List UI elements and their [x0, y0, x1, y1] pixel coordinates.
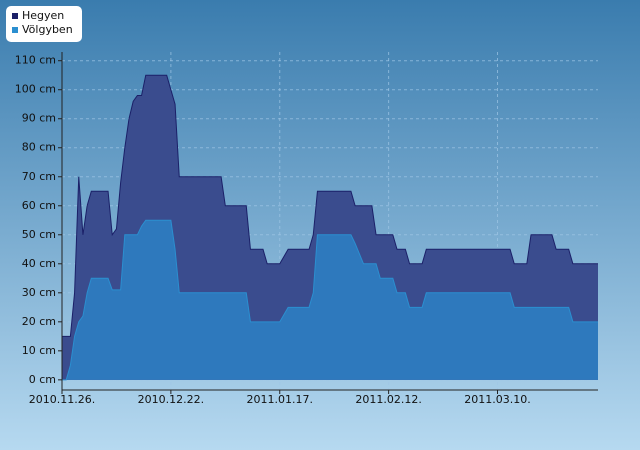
x-tick-label: 2011.02.12. — [355, 393, 421, 406]
legend-label: Hegyen — [22, 9, 64, 22]
y-tick-label: 10 cm — [22, 344, 56, 357]
y-tick-label: 0 cm — [29, 373, 56, 386]
x-tick-label: 2010.12.22. — [138, 393, 204, 406]
x-tick-label: 2011.01.17. — [247, 393, 313, 406]
area-outline — [62, 219, 598, 381]
y-tick-label: 110 cm — [15, 54, 56, 67]
y-tick-label: 50 cm — [22, 228, 56, 241]
x-tick-label: 2011.03.10. — [464, 393, 530, 406]
area-outline — [62, 74, 598, 337]
legend-marker — [12, 27, 18, 33]
y-tick-label: 100 cm — [15, 83, 56, 96]
x-tick-label: 2010.11.26. — [29, 393, 95, 406]
y-tick-label: 40 cm — [22, 257, 56, 270]
area — [62, 220, 598, 380]
y-tick-label: 20 cm — [22, 315, 56, 328]
y-tick-label: 30 cm — [22, 286, 56, 299]
legend-label: Völgyben — [22, 23, 73, 36]
axes: 0 cm 10 cm 20 cm 30 cm 40 cm 50 cm 60 cm 70 cm 8… — [15, 52, 598, 406]
legend-box — [6, 6, 82, 42]
y-tick-label: 70 cm — [22, 170, 56, 183]
y-tick-label: 80 cm — [22, 141, 56, 154]
y-tick-label: 60 cm — [22, 199, 56, 212]
areas — [62, 74, 598, 381]
y-tick-label: 90 cm — [22, 112, 56, 125]
legend-marker — [12, 13, 18, 19]
